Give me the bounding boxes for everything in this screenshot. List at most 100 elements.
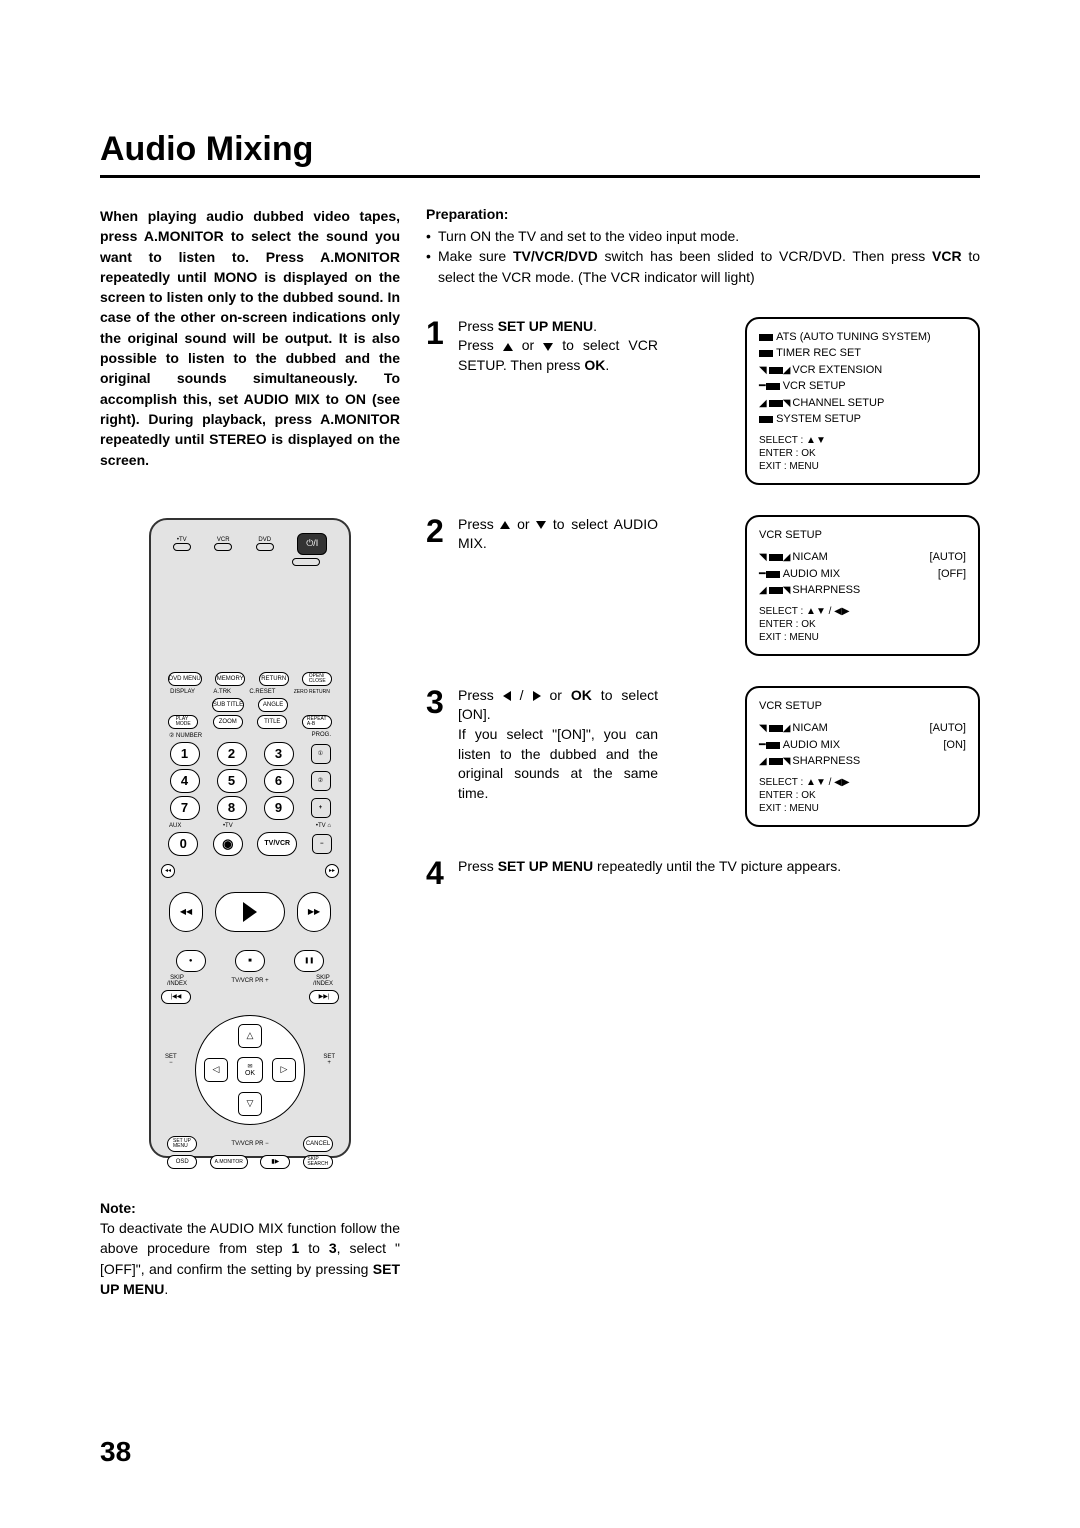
step-3-number: 3 [426,686,448,718]
number-label: ② NUMBER [169,732,202,739]
down-icon [536,521,546,529]
tv-label: •TV [173,537,191,543]
memory-button: MEMORY [215,672,245,686]
skip-left-label: SKIP/INDEX [167,975,187,987]
ok-button: ✉OK [237,1057,263,1083]
osd-button: OSD [167,1155,197,1169]
num-3: 3 [264,742,294,766]
menu-1: ATS (AUTO TUNING SYSTEM) TIMER REC SET ◥… [745,317,980,485]
num-7: 7 [170,796,200,820]
menu-3-title: VCR SETUP [759,698,966,715]
cancel-button: CANCEL [303,1136,333,1152]
skip-search-button: SKIPSEARCH [303,1155,333,1169]
set-minus-label: SET− [165,1054,177,1066]
prep-item-2: Make sure TV/VCR/DVD switch has been sli… [426,246,980,287]
dpad: △ ▽ ◁ ▷ ✉OK [190,1010,310,1130]
remote-illustration: •TV VCR DVD ⏻/I [100,518,400,1158]
step-2-text: Press or to select AUDIO MIX. [458,515,658,554]
stop-button: ■ [235,950,265,972]
preparation-heading: Preparation: [426,206,980,222]
step-1-number: 1 [426,317,448,349]
tv-icon-label: •TV ⌂ [316,823,331,829]
rec-button: ● [176,950,206,972]
tv-circle-button: ◉ [213,832,243,856]
rew-small: ◂◂ [161,864,175,878]
skip-fwd-button: ▶▶| [309,990,339,1004]
display-label: DISPLAY [170,689,195,695]
num-9: 9 [264,796,294,820]
page-title: Audio Mixing [100,130,980,178]
prog-plus: + [311,798,331,818]
step-4-text: Press SET UP MENU repeatedly until the T… [458,857,980,877]
page-number: 38 [100,1436,131,1468]
num-1: 1 [170,742,200,766]
step-3: 3 Press / or OK to select [ON]. If you s… [426,686,980,827]
tv-small-label: •TV [223,823,233,829]
right-column: Preparation: Turn ON the TV and set to t… [426,206,980,1299]
step-2: 2 Press or to select AUDIO MIX. VCR SETU… [426,515,980,656]
right-icon [533,691,541,701]
num-0: 0 [168,832,198,856]
pr-up-label: TV/VCR PR + [231,978,268,984]
aux-label: AUX [169,823,181,829]
dpad-down: ▽ [238,1092,262,1116]
skip-back-button: |◀◀ [161,990,191,1004]
down-icon [543,343,553,351]
step-3-text: Press / or OK to select [ON]. If you sel… [458,686,658,804]
dvd-menu-button: DVD MENU [168,672,202,686]
dvd-indicator [256,543,274,551]
left-column: When playing audio dubbed video tapes, p… [100,206,400,1299]
note-block: Note: To deactivate the AUDIO MIX functi… [100,1198,400,1299]
menu-2-title: VCR SETUP [759,527,966,544]
step-4: 4 Press SET UP MENU repeatedly until the… [426,857,980,889]
vcr-indicator [214,543,232,551]
dpad-right: ▷ [272,1058,296,1082]
num-5: 5 [217,769,247,793]
pr-down-label: TV/VCR PR − [231,1141,268,1147]
note-step3: 3 [329,1240,337,1256]
tv-indicator [173,543,191,551]
note-text-b: to [299,1240,329,1256]
return-button: RETURN [259,672,289,686]
zoom-button: ZOOM [213,715,243,729]
set-plus-label: SET+ [323,1054,335,1066]
num-6: 6 [264,769,294,793]
step-1-text: Press SET UP MENU. Press or to select VC… [458,317,658,376]
ff-button: ▶▶ [297,892,331,932]
prog-label: PROG. [312,732,331,738]
atrk-label: A.TRK [213,689,231,695]
left-icon [503,691,511,701]
menu-3: VCR SETUP ◥◢NICAM[AUTO] ━ AUDIO MIX[ON] … [745,686,980,827]
remote-control: •TV VCR DVD ⏻/I [149,518,351,1158]
preparation-list: Turn ON the TV and set to the video inpu… [426,226,980,287]
num-8: 8 [217,796,247,820]
ff-small: ▸▸ [325,864,339,878]
setup-menu-button: SET UPMENU [167,1136,197,1152]
creset-label: C.RESET [249,689,275,695]
step-4-number: 4 [426,857,448,889]
pause-button: ❚❚ [294,950,324,972]
power-button: ⏻/I [297,533,327,555]
content-columns: When playing audio dubbed video tapes, p… [100,206,980,1299]
prog-minus: − [312,834,332,854]
open-close-button: OPEN/CLOSE [302,672,332,686]
up-icon [500,521,510,529]
subtitle-button: SUB TITLE [212,698,244,712]
note-heading: Note: [100,1198,400,1218]
intro-paragraph: When playing audio dubbed video tapes, p… [100,206,400,470]
step-1: 1 Press SET UP MENU. Press or to select … [426,317,980,485]
zero-label: ZERO RETURN [294,689,330,695]
tvvcr-button: TV/VCR [257,832,297,856]
note-text-d: . [164,1281,168,1297]
prog-1: ① [311,744,331,764]
dpad-left: ◁ [204,1058,228,1082]
menu-2: VCR SETUP ◥◢NICAM[AUTO] ━ AUDIO MIX[OFF]… [745,515,980,656]
status-indicator [292,558,320,566]
title-button: TITLE [257,715,287,729]
num-4: 4 [170,769,200,793]
prog-2: ② [311,771,331,791]
play-button [215,892,285,932]
step-2-number: 2 [426,515,448,547]
amonitor-button: A.MONITOR [210,1155,248,1169]
rew-button: ◀◀ [169,892,203,932]
